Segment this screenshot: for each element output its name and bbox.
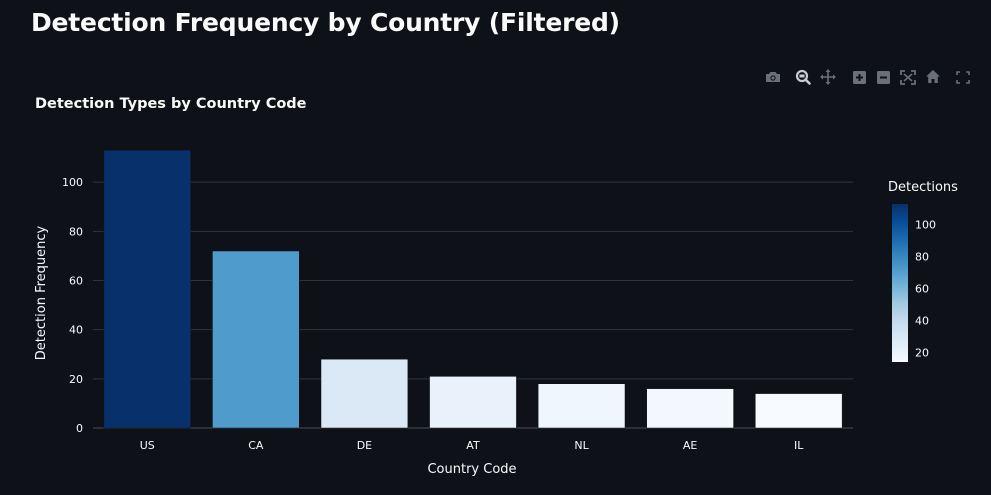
zoom-in-icon[interactable] [850, 66, 870, 88]
home-icon[interactable] [923, 66, 943, 88]
x-tick-label: NL [574, 439, 589, 452]
colorbar-tick-label: 60 [915, 283, 929, 296]
x-tick-label: US [140, 439, 155, 452]
x-tick-label: AE [683, 439, 698, 452]
bar-us[interactable] [103, 149, 191, 429]
y-tick-label: 60 [69, 275, 83, 288]
colorbar: Detections 20 40 60 80 100 [888, 180, 958, 362]
y-tick-label: 0 [76, 422, 83, 435]
colorbar-gradient [892, 204, 908, 362]
colorbar-tick-label: 100 [915, 219, 936, 232]
bar-at[interactable] [429, 376, 517, 429]
autoscale-icon[interactable] [898, 66, 918, 88]
bar-nl[interactable] [537, 383, 626, 429]
colorbar-tick-label: 20 [915, 346, 929, 359]
zoom-icon[interactable] [793, 66, 813, 88]
pan-icon[interactable] [818, 66, 838, 88]
colorbar-tick-label: 40 [915, 315, 929, 328]
y-tick-label: 80 [69, 225, 83, 238]
colorbar-tick-label: 80 [915, 251, 929, 264]
bar-ca[interactable] [212, 250, 300, 429]
chart-modebar [760, 66, 975, 88]
zoom-out-icon[interactable] [874, 66, 894, 88]
x-axis-label: Country Code [427, 462, 516, 477]
camera-icon[interactable] [763, 66, 783, 88]
y-tick-label: 20 [69, 373, 83, 386]
y-axis-label: Detection Frequency [34, 225, 49, 360]
colorbar-title: Detections [888, 180, 958, 195]
x-tick-label: AT [466, 439, 480, 452]
fullscreen-icon[interactable] [953, 66, 973, 88]
bar-ae[interactable] [646, 388, 734, 429]
x-tick-label: CA [248, 439, 264, 452]
bar-de[interactable] [320, 358, 409, 429]
page-title: Detection Frequency by Country (Filtered… [31, 8, 620, 37]
x-tick-label: DE [357, 439, 372, 452]
chart-title: Detection Types by Country Code [35, 96, 307, 112]
x-tick-label: IL [794, 439, 804, 452]
y-tick-label: 40 [69, 324, 83, 337]
y-tick-label: 100 [62, 176, 83, 189]
bar-il[interactable] [755, 393, 843, 429]
